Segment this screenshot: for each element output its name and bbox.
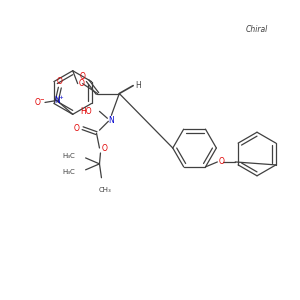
- Text: Chiral: Chiral: [246, 25, 268, 34]
- Text: N: N: [54, 96, 60, 105]
- Text: N: N: [109, 116, 114, 125]
- Text: O: O: [218, 158, 224, 166]
- Text: O: O: [80, 72, 86, 81]
- Text: O: O: [35, 98, 41, 107]
- Text: H₃C: H₃C: [62, 169, 75, 175]
- Text: CH₃: CH₃: [99, 187, 112, 193]
- Text: −: −: [40, 96, 44, 101]
- Text: O: O: [74, 124, 80, 133]
- Text: O: O: [101, 143, 107, 152]
- Text: +: +: [58, 95, 63, 100]
- Text: H: H: [135, 81, 141, 90]
- Text: O: O: [79, 79, 85, 88]
- Text: HO: HO: [80, 107, 92, 116]
- Text: H₃C: H₃C: [62, 153, 75, 159]
- Text: O: O: [57, 77, 63, 86]
